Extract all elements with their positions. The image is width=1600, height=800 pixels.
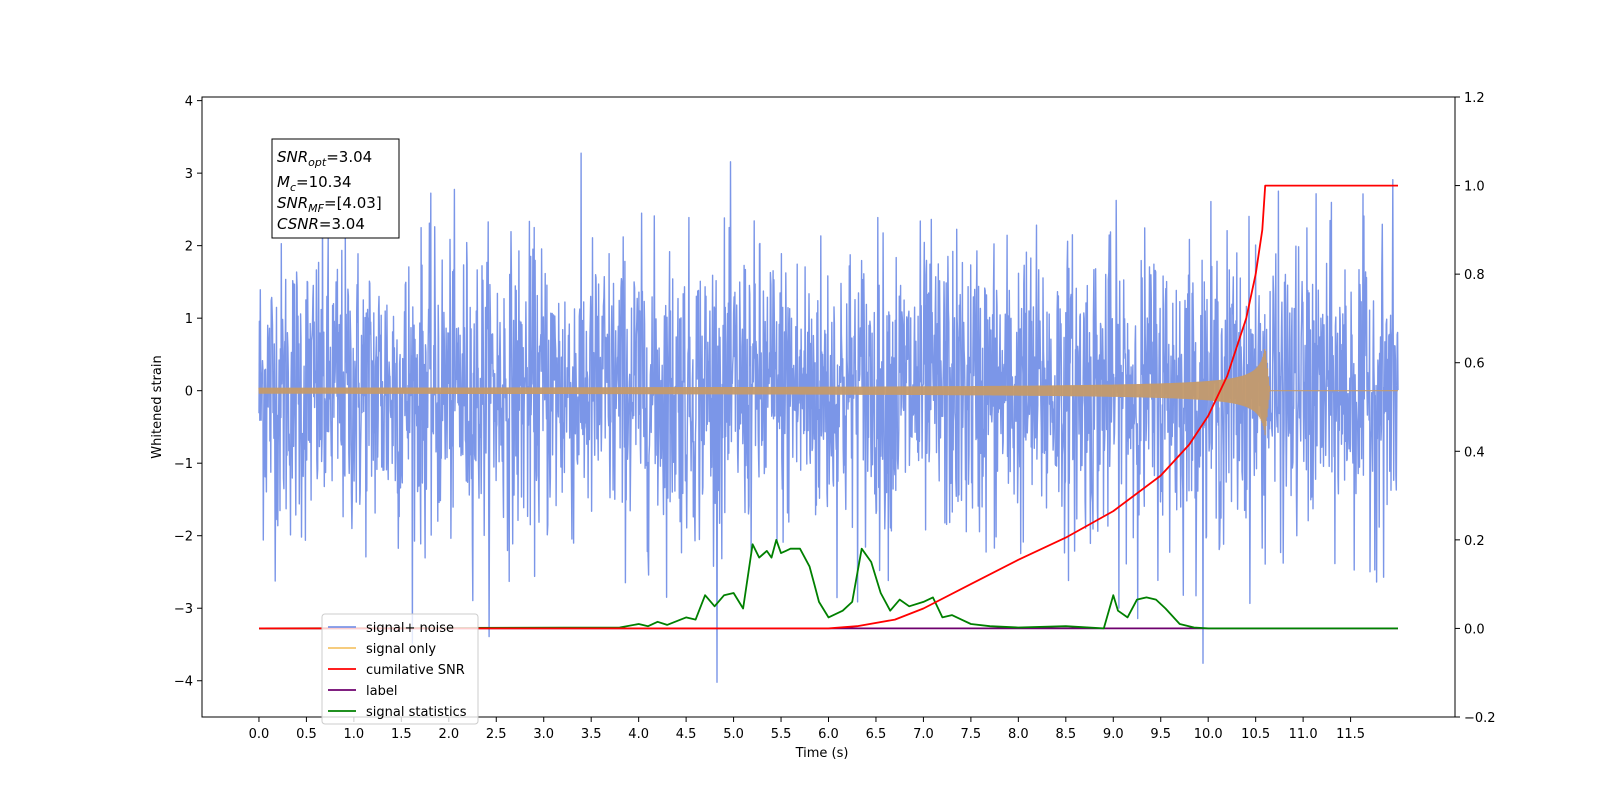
x-tick-label: 3.0 xyxy=(533,727,554,742)
y2-tick-label: −0.2 xyxy=(1464,711,1496,726)
y-tick-label: −2 xyxy=(174,530,193,545)
legend-label-cumulative-snr: cumilative SNR xyxy=(366,663,465,678)
series-signal-only xyxy=(258,348,1398,436)
legend-label-signal-noise: signal+ noise xyxy=(366,621,454,636)
y-tick-label: 4 xyxy=(185,95,193,110)
annotation-snr-mf: SNRMF=[4.03] xyxy=(277,194,382,215)
x-tick-label: 10.5 xyxy=(1241,727,1270,742)
y2-tick-label: 0.8 xyxy=(1464,268,1485,283)
x-tick-label: 9.5 xyxy=(1150,727,1171,742)
series-cumulative-snr xyxy=(259,184,1398,630)
x-tick-label: 8.0 xyxy=(1008,727,1029,742)
x-tick-label: 8.5 xyxy=(1055,727,1076,742)
y-tick-label: 3 xyxy=(185,167,193,182)
x-tick-label: 7.0 xyxy=(913,727,934,742)
y-tick-label: −3 xyxy=(174,602,193,617)
x-tick-label: 10.0 xyxy=(1194,727,1223,742)
y-tick-label: −1 xyxy=(174,457,193,472)
x-tick-label: 0.0 xyxy=(249,727,270,742)
y2-tick-label: 0.6 xyxy=(1464,357,1485,372)
legend-label-signal-statistics: signal statistics xyxy=(366,705,467,720)
y2-tick-label: 0.0 xyxy=(1464,622,1485,637)
y2-tick-label: 1.2 xyxy=(1464,91,1485,106)
y-tick-label: 2 xyxy=(185,240,193,255)
x-tick-label: 4.0 xyxy=(628,727,649,742)
legend: signal+ noise signal only cumilative SNR… xyxy=(321,613,479,725)
y2-tick-label: 1.0 xyxy=(1464,180,1485,195)
x-tick-label: 11.0 xyxy=(1289,727,1318,742)
x-tick-label: 1.0 xyxy=(344,727,365,742)
legend-label-label: label xyxy=(366,684,397,699)
x-tick-label: 6.5 xyxy=(866,727,887,742)
y2-tick-label: 0.2 xyxy=(1464,534,1485,549)
x-tick-label: 9.0 xyxy=(1103,727,1124,742)
annotation-chirp-mass: Mc=10.34 xyxy=(277,173,352,194)
x-tick-label: 1.5 xyxy=(391,727,412,742)
y-tick-label: 1 xyxy=(185,312,193,327)
x-tick-label: 11.5 xyxy=(1336,727,1365,742)
x-tick-label: 7.5 xyxy=(961,727,982,742)
x-axis-label: Time (s) xyxy=(795,746,849,761)
x-tick-label: 3.5 xyxy=(581,727,602,742)
x-tick-label: 5.0 xyxy=(723,727,744,742)
plot-area xyxy=(258,152,1399,683)
annotation-box: SNRopt=3.04 Mc=10.34 SNRMF=[4.03] CSNR=3… xyxy=(271,138,400,239)
x-tick-label: 0.5 xyxy=(296,727,317,742)
x-tick-label: 4.5 xyxy=(676,727,697,742)
y-tick-label: −4 xyxy=(174,675,193,690)
annotation-csnr: CSNR=3.04 xyxy=(277,215,365,233)
x-tick-label: 2.5 xyxy=(486,727,507,742)
y2-tick-label: 0.4 xyxy=(1464,445,1485,460)
y-axis-label: Whitened strain xyxy=(150,355,165,458)
annotation-snr-opt: SNRopt=3.04 xyxy=(277,148,372,169)
axes: 0.0 0.5 1.0 1.5 2.0 2.5 3.0 3.5 4.0 4.5 5.0 5.5 6.0 6… xyxy=(174,91,1496,742)
series-signal-noise xyxy=(258,152,1399,683)
series-signal-statistics xyxy=(258,539,1398,630)
x-tick-label: 5.5 xyxy=(771,727,792,742)
legend-label-signal-only: signal only xyxy=(366,642,436,657)
x-tick-label: 2.0 xyxy=(438,727,459,742)
y-tick-label: 0 xyxy=(185,385,193,400)
x-tick-label: 6.0 xyxy=(818,727,839,742)
